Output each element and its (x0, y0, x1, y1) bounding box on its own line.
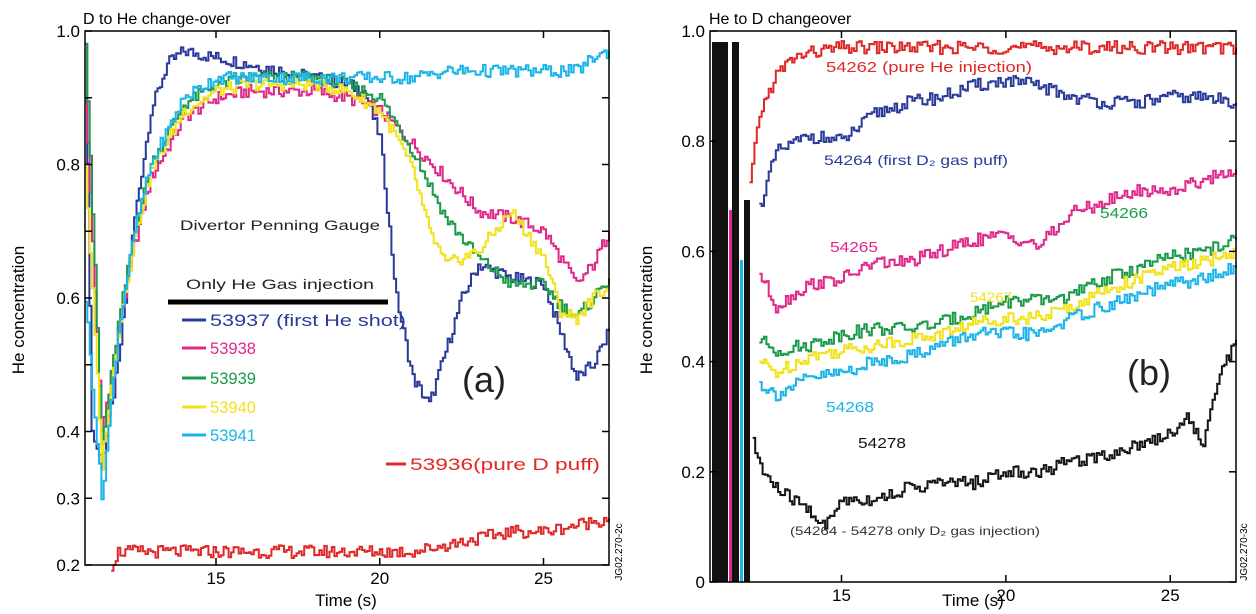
y-tick-label: 0.6 (56, 289, 80, 308)
series-label: 54264 (first D₂ gas puff) (824, 152, 1008, 168)
series-label: 53941 (210, 426, 256, 445)
start-bar (744, 200, 750, 582)
chart-panel-a: D to He change-over He concentration Tim… (9, 11, 625, 610)
legend: Only He Gas injection (168, 276, 388, 305)
series-label: 54265 (830, 239, 878, 256)
series-label: 53940 (210, 398, 256, 417)
y-tick-label: 0.2 (681, 463, 705, 482)
figure-id: JG02.270-3c (1239, 523, 1250, 580)
series-line (759, 263, 1237, 402)
series-label: 53939 (210, 369, 256, 388)
series-label: 53936(pure D puff) (410, 455, 600, 474)
panel-label: (b) (1127, 352, 1171, 393)
series-line (749, 39, 1237, 184)
plot-frame (709, 30, 1237, 583)
series-label: 54262 (pure He injection) (826, 59, 1032, 76)
series-line (85, 43, 610, 471)
series-line (85, 49, 610, 501)
y-tick-label: 1.0 (56, 22, 80, 41)
x-tick-label: 20 (996, 586, 1015, 605)
start-bar (729, 210, 732, 582)
y-tick-label: 0.2 (56, 556, 80, 575)
series-label: 53937 (first He shot) (210, 311, 406, 330)
annotation-divertor-penning-gauge: Divertor Penning Gauge (180, 217, 380, 233)
series-label: 54278 (858, 435, 906, 452)
series-label: 53938 (210, 339, 256, 358)
series-line (759, 247, 1237, 379)
y-tick-label: 0 (696, 573, 705, 592)
y-axis-label: He concentration (637, 246, 656, 375)
series-line (759, 234, 1237, 357)
series-label: 54266 (1100, 205, 1148, 222)
x-tick-label: 25 (1161, 586, 1180, 605)
start-bar (732, 42, 739, 582)
x-tick-label: 25 (534, 569, 553, 588)
chart-title: D to He change-over (83, 11, 231, 28)
series-line (752, 339, 1237, 530)
x-tick-label: 20 (370, 569, 389, 588)
y-tick-label: 0.3 (56, 489, 80, 508)
y-tick-label: 1.0 (681, 22, 705, 41)
series-line (85, 78, 610, 471)
y-tick-label: 0.8 (56, 156, 80, 175)
y-tick-label: 0.6 (681, 242, 705, 261)
series-line (759, 75, 1237, 207)
black-start-bars (712, 42, 750, 582)
x-tick-label: 15 (207, 569, 226, 588)
start-bar (712, 42, 728, 582)
start-bar (740, 260, 743, 582)
chart-title: He to D changeover (709, 11, 852, 28)
footnote: (54264 - 54278 only D₂ gas injection) (790, 524, 1040, 538)
x-axis-label: Time (s) (315, 591, 377, 610)
legend-title: Only He Gas injection (186, 276, 374, 292)
plot-frame (84, 30, 610, 566)
figure-id: JG02.270-2c (614, 523, 625, 580)
y-tick-label: 0.4 (681, 353, 705, 372)
chart-panel-b: He to D changeover He concentration Time… (637, 11, 1250, 610)
y-axis-label: He concentration (9, 246, 28, 375)
x-tick-label: 15 (832, 586, 851, 605)
series-label: 54268 (826, 399, 874, 416)
panel-label: (a) (462, 359, 506, 400)
series-line (111, 516, 610, 572)
x-axis-label: Time (s) (942, 591, 1004, 610)
series-line (759, 168, 1237, 314)
y-tick-label: 0.4 (56, 423, 80, 442)
series-label: 54267 (970, 289, 1012, 305)
y-tick-label: 0.8 (681, 132, 705, 151)
